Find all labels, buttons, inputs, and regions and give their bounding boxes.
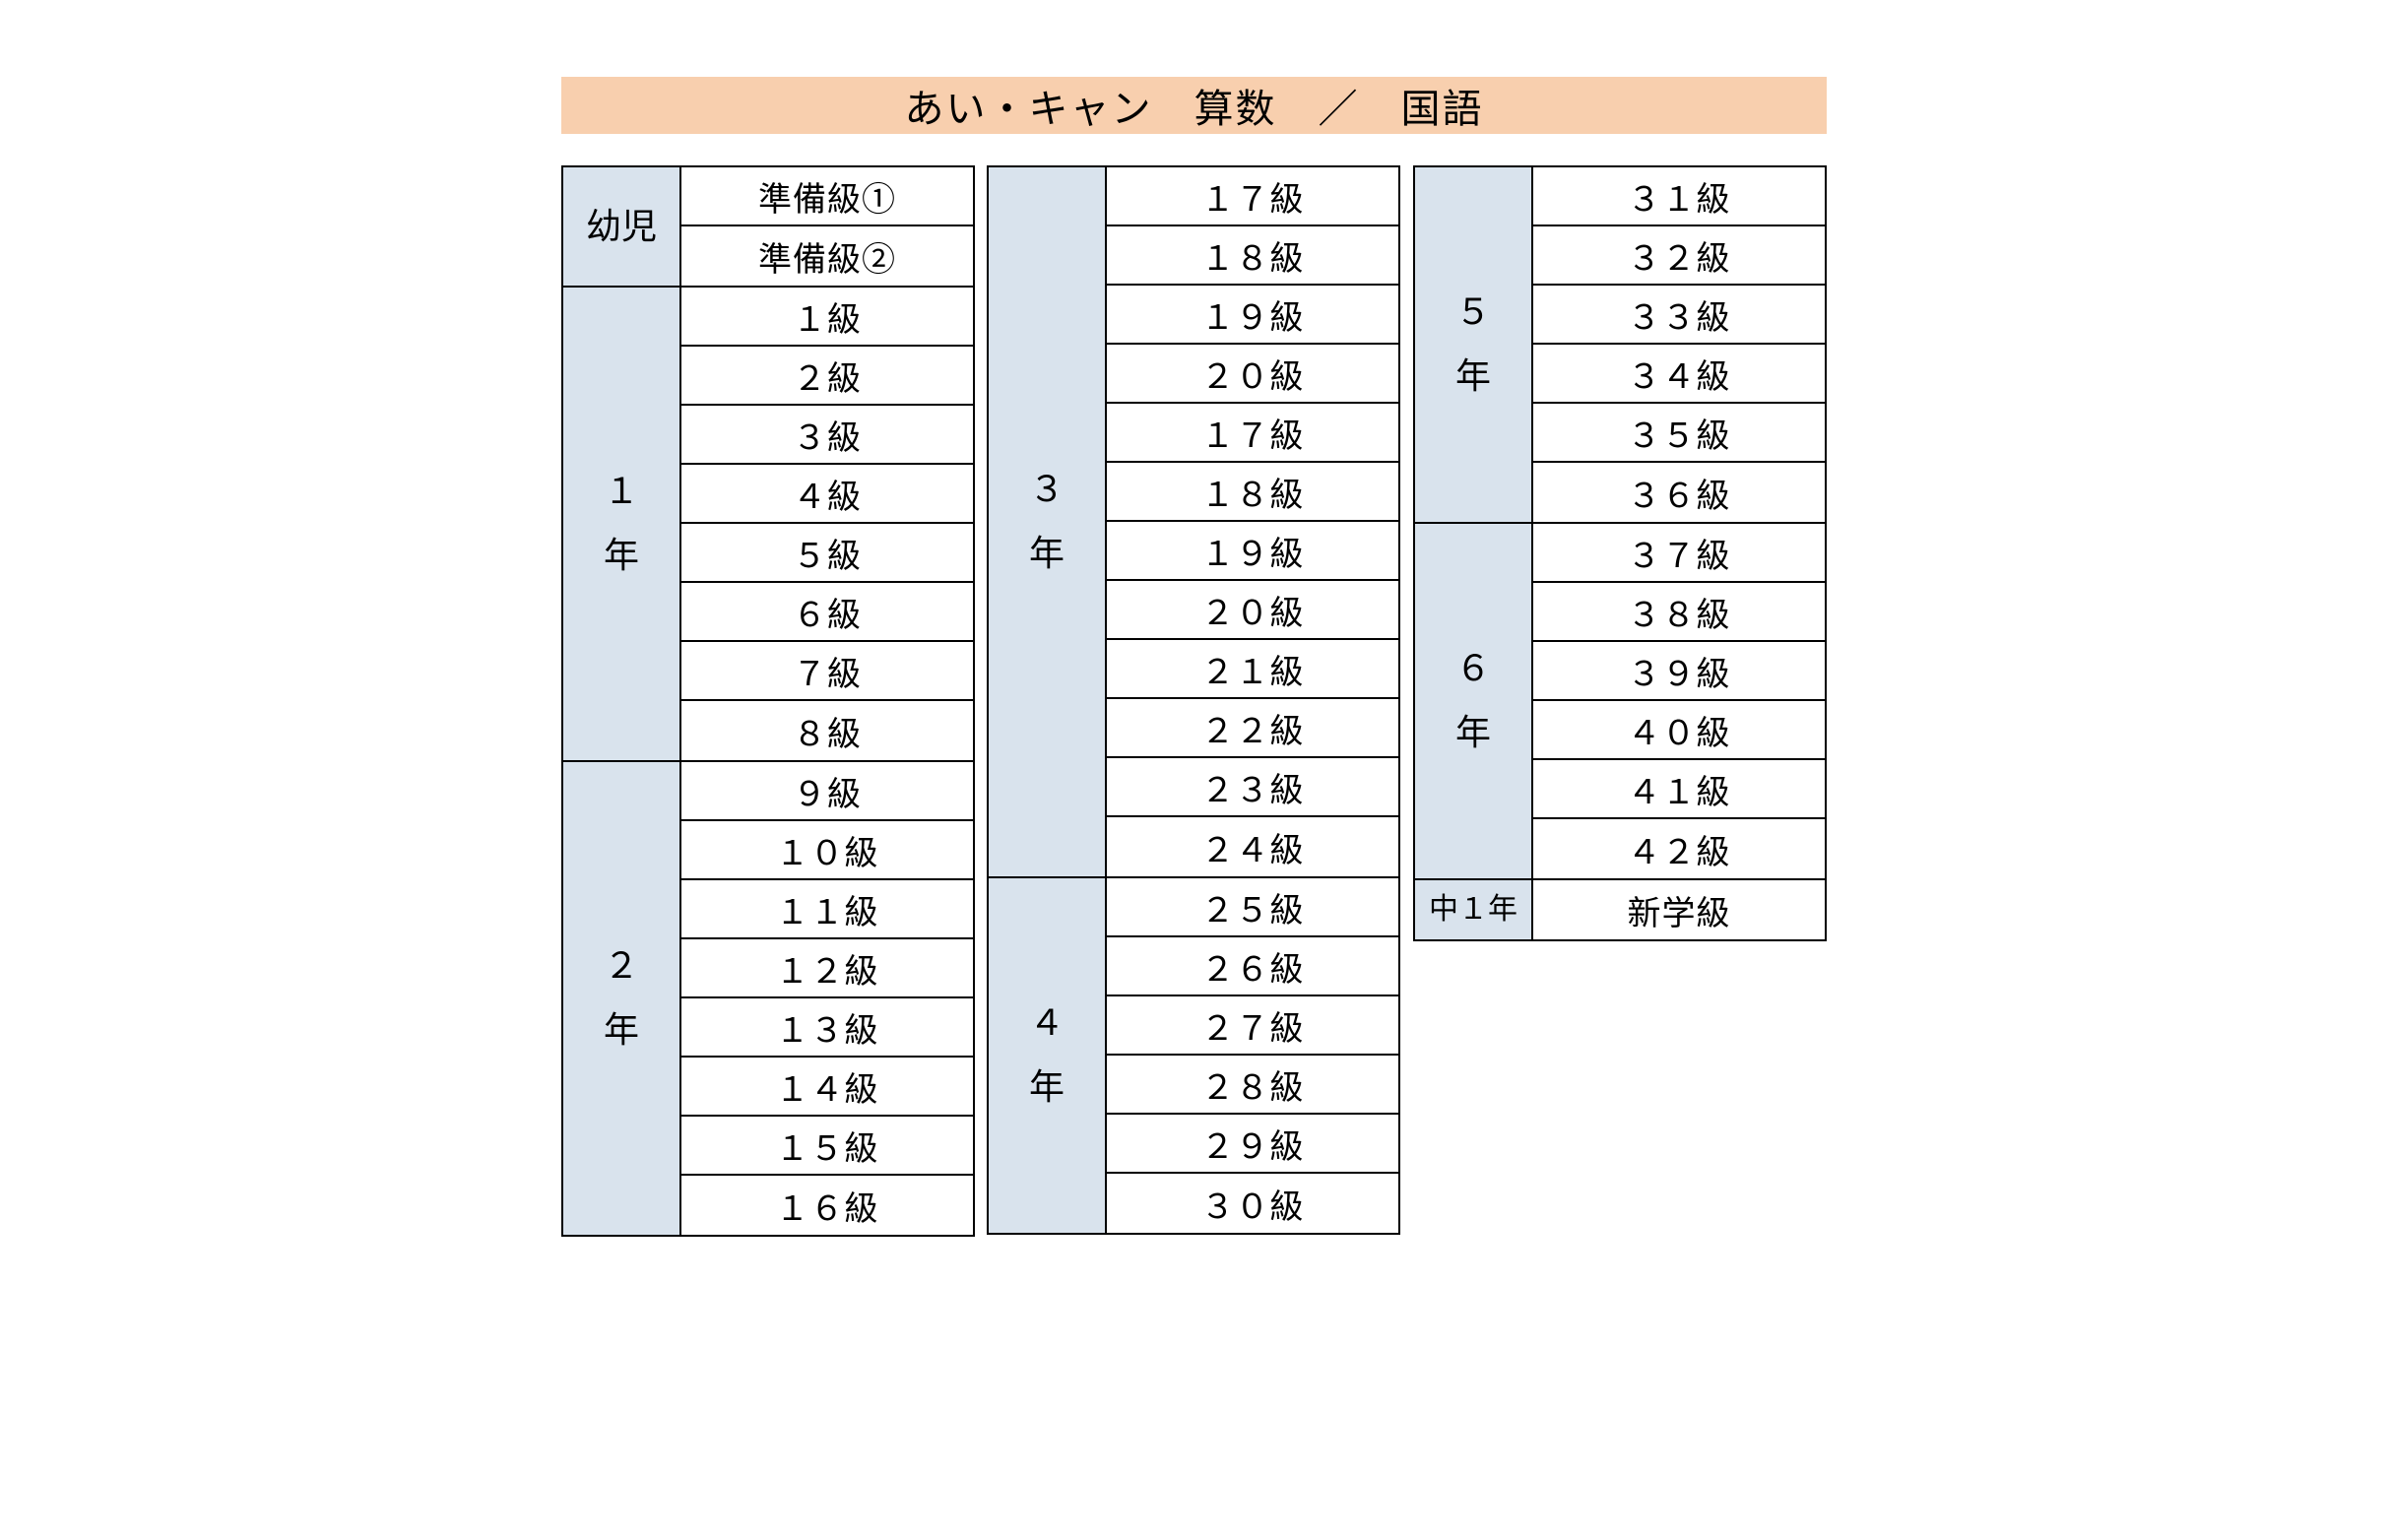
level-cell: ３６級 (1533, 463, 1825, 522)
level-cell: ２０級 (1107, 345, 1398, 404)
level-cell: ３１級 (1533, 167, 1825, 226)
level-cell: 新学級 (1533, 880, 1825, 939)
level-cell: １１級 (681, 880, 973, 939)
year-label-part: 年 (1455, 345, 1491, 409)
levels-list: 準備級①準備級② (681, 167, 973, 286)
year-cell: ２年 (563, 762, 681, 1235)
level-cell: ２９級 (1107, 1115, 1398, 1174)
year-cell: 幼児 (563, 167, 681, 286)
level-cell: ９級 (681, 762, 973, 821)
title-bar: あい・キャン 算数 ／ 国語 (561, 77, 1827, 134)
year-label-part: ２ (604, 934, 639, 998)
level-cell: １０級 (681, 821, 973, 880)
level-cell: 準備級② (681, 226, 973, 286)
year-cell: １年 (563, 288, 681, 760)
level-cell: １７級 (1107, 404, 1398, 463)
year-cell: 中１年 (1415, 880, 1533, 939)
year-label-part: ６ (1455, 637, 1491, 701)
level-cell: ４０級 (1533, 701, 1825, 760)
level-cell: ２５級 (1107, 878, 1398, 937)
level-cell: ３７級 (1533, 524, 1825, 583)
column: 幼児準備級①準備級②１年１級２級３級４級５級６級７級８級２年９級１０級１１級１２… (561, 165, 975, 1237)
level-cell: ３３級 (1533, 286, 1825, 345)
year-label-part: 年 (1029, 1056, 1065, 1120)
year-label-part: ５ (1455, 281, 1491, 345)
levels-list: ９級１０級１１級１２級１３級１４級１５級１６級 (681, 762, 973, 1235)
level-cell: ６級 (681, 583, 973, 642)
level-cell: ３０級 (1107, 1174, 1398, 1233)
level-cell: ２級 (681, 347, 973, 406)
year-label-part: ４ (1029, 992, 1065, 1056)
year-label-part: 年 (1455, 701, 1491, 765)
level-cell: ７級 (681, 642, 973, 701)
level-cell: ４１級 (1533, 760, 1825, 819)
year-label: 中１年 (1429, 883, 1517, 936)
level-cell: １９級 (1107, 522, 1398, 581)
level-group: 中１年新学級 (1413, 878, 1827, 941)
year-cell: ４年 (989, 878, 1107, 1233)
level-group: ３年１７級１８級１９級２０級１７級１８級１９級２０級２１級２２級２３級２４級 (987, 165, 1400, 876)
level-cell: ２６級 (1107, 937, 1398, 996)
levels-list: ２５級２６級２７級２８級２９級３０級 (1107, 878, 1398, 1233)
level-cell: １２級 (681, 939, 973, 998)
level-cell: １８級 (1107, 226, 1398, 286)
level-cell: 準備級① (681, 167, 973, 226)
year-cell: ３年 (989, 167, 1107, 876)
level-cell: ３４級 (1533, 345, 1825, 404)
level-cell: ３８級 (1533, 583, 1825, 642)
level-cell: ２４級 (1107, 817, 1398, 876)
level-cell: １級 (681, 288, 973, 347)
level-cell: ８級 (681, 701, 973, 760)
levels-list: ３７級３８級３９級４０級４１級４２級 (1533, 524, 1825, 878)
level-cell: ３５級 (1533, 404, 1825, 463)
level-cell: １７級 (1107, 167, 1398, 226)
level-cell: ３２級 (1533, 226, 1825, 286)
level-group: ４年２５級２６級２７級２８級２９級３０級 (987, 876, 1400, 1235)
year-cell: ５年 (1415, 167, 1533, 522)
level-group: ５年３１級３２級３３級３４級３５級３６級 (1413, 165, 1827, 522)
level-cell: ４級 (681, 465, 973, 524)
level-cell: ３９級 (1533, 642, 1825, 701)
column: ３年１７級１８級１９級２０級１７級１８級１９級２０級２１級２２級２３級２４級４年… (987, 165, 1400, 1235)
levels-list: ３１級３２級３３級３４級３５級３６級 (1533, 167, 1825, 522)
level-cell: ２０級 (1107, 581, 1398, 640)
column: ５年３１級３２級３３級３４級３５級３６級６年３７級３８級３９級４０級４１級４２級… (1413, 165, 1827, 941)
level-group: ２年９級１０級１１級１２級１３級１４級１５級１６級 (561, 760, 975, 1237)
level-cell: １６級 (681, 1176, 973, 1235)
year-label-part: ３ (1029, 458, 1065, 522)
levels-list: １級２級３級４級５級６級７級８級 (681, 288, 973, 760)
year-label-part: １ (604, 460, 639, 524)
level-group: ６年３７級３８級３９級４０級４１級４２級 (1413, 522, 1827, 878)
year-label-part: 年 (604, 524, 639, 588)
level-cell: １３級 (681, 998, 973, 1058)
year-label-part: 年 (604, 998, 639, 1062)
level-cell: ２８級 (1107, 1056, 1398, 1115)
title-text: あい・キャン 算数 ／ 国語 (905, 77, 1484, 134)
year-cell: ６年 (1415, 524, 1533, 878)
levels-list: 新学級 (1533, 880, 1825, 939)
level-cell: １４級 (681, 1058, 973, 1117)
level-cell: ３級 (681, 406, 973, 465)
level-cell: ２７級 (1107, 996, 1398, 1056)
year-label-part: 年 (1029, 522, 1065, 586)
year-label: 幼児 (586, 195, 657, 259)
level-cell: ４２級 (1533, 819, 1825, 878)
level-group: １年１級２級３級４級５級６級７級８級 (561, 286, 975, 760)
level-cell: ５級 (681, 524, 973, 583)
level-cell: １５級 (681, 1117, 973, 1176)
level-cell: １９級 (1107, 286, 1398, 345)
level-cell: ２３級 (1107, 758, 1398, 817)
level-group: 幼児準備級①準備級② (561, 165, 975, 286)
level-cell: ２２級 (1107, 699, 1398, 758)
level-cell: １８級 (1107, 463, 1398, 522)
levels-list: １７級１８級１９級２０級１７級１８級１９級２０級２１級２２級２３級２４級 (1107, 167, 1398, 876)
level-cell: ２１級 (1107, 640, 1398, 699)
